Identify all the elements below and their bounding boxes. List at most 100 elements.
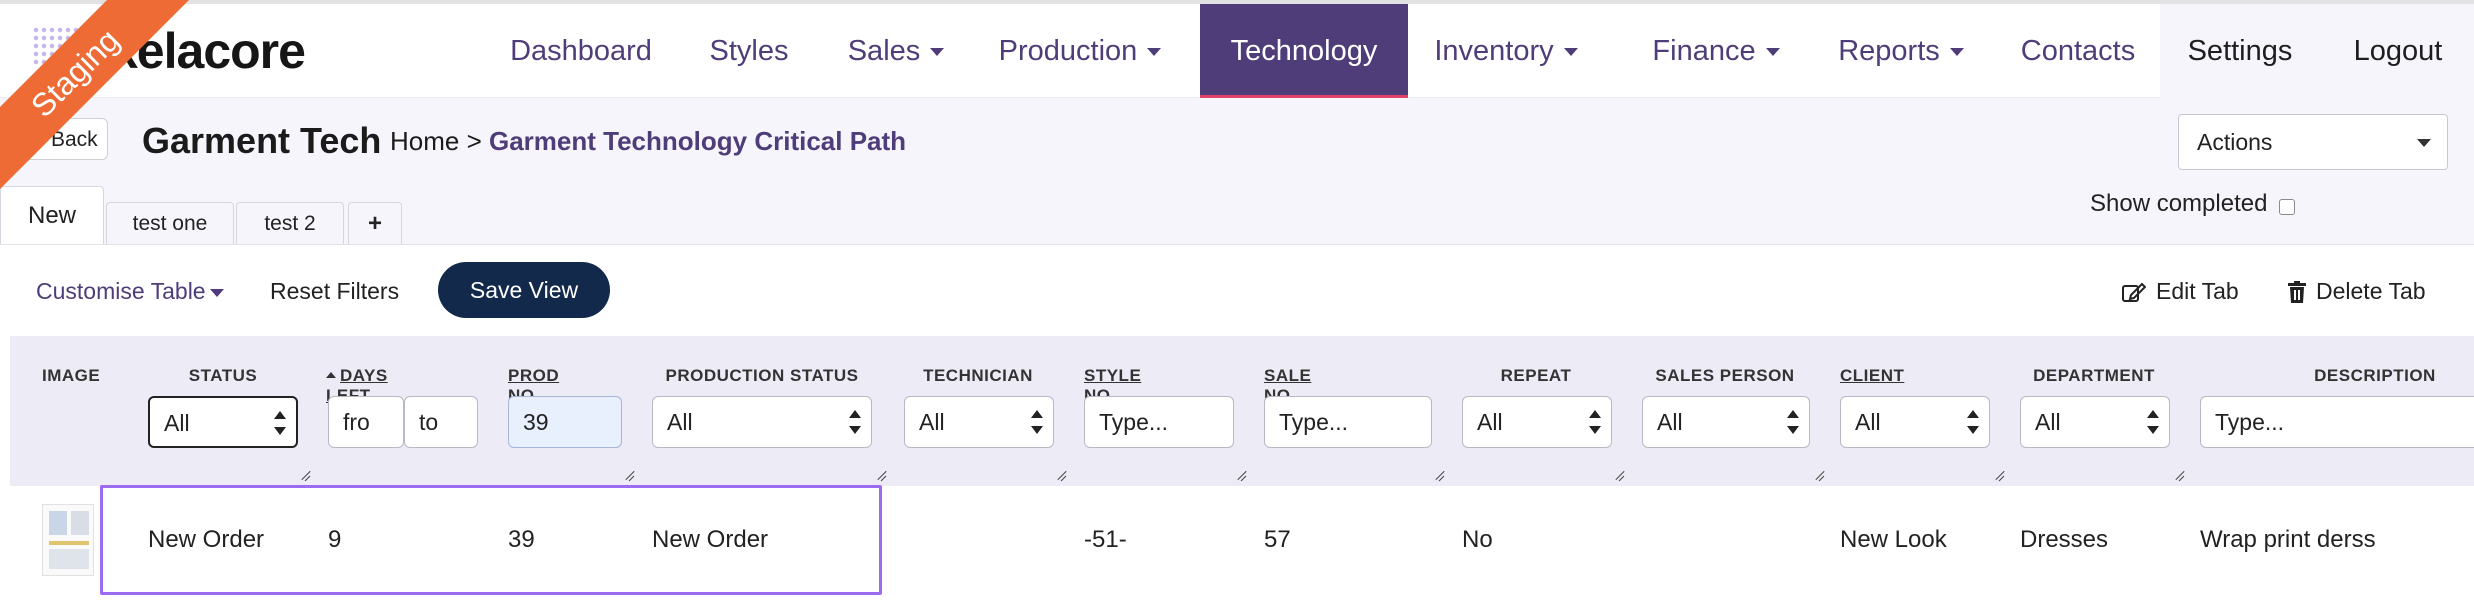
- updown-arrows-icon: [1787, 410, 1799, 434]
- trash-icon: [2288, 281, 2306, 303]
- description-input[interactable]: Type...: [2200, 396, 2474, 448]
- thumbnail-sketch: [49, 511, 67, 535]
- breadcrumb-home[interactable]: Home >: [390, 126, 482, 156]
- tab-test-2[interactable]: test 2: [236, 202, 344, 244]
- column-header-sales-person[interactable]: SALES PERSON: [1655, 366, 1795, 385]
- department-filter-select[interactable]: All: [2020, 396, 2170, 448]
- chevron-down-icon: [2417, 139, 2431, 147]
- thumbnail-table: [49, 549, 89, 569]
- nav-item-label: Dashboard: [510, 35, 652, 67]
- nav-item-label: Production: [998, 35, 1138, 67]
- select-value: All: [1855, 409, 1881, 435]
- cell-sale-no: 57: [1264, 526, 1291, 553]
- column-resize-handle[interactable]: [622, 470, 634, 482]
- nav-account-area: [2160, 4, 2474, 98]
- delete-tab-button[interactable]: Delete Tab: [2288, 278, 2426, 305]
- column-resize-handle[interactable]: [1812, 470, 1824, 482]
- cell-production-status: New Order: [652, 526, 769, 553]
- select-value: All: [2035, 409, 2061, 435]
- delete-tab-label: Delete Tab: [2316, 278, 2426, 304]
- customise-label: Customise Table: [36, 278, 206, 304]
- tab-test-one[interactable]: test one: [106, 202, 234, 244]
- days-to-input[interactable]: to: [404, 396, 478, 448]
- show-completed: Show completed: [2090, 190, 2296, 218]
- nav-item-styles[interactable]: Styles: [696, 4, 802, 98]
- client-filter-select[interactable]: All: [1840, 396, 1990, 448]
- column-resize-handle[interactable]: [2172, 470, 2184, 482]
- cell-description: Wrap print derss: [2200, 526, 2376, 553]
- reset-filters-button[interactable]: Reset Filters: [270, 278, 400, 304]
- nav-item-technology[interactable]: Technology: [1200, 4, 1408, 98]
- nav-item-label: Styles: [709, 35, 789, 67]
- nav-item-label: Reports: [1838, 35, 1940, 67]
- style-thumbnail[interactable]: [42, 504, 94, 576]
- nav-item-reports[interactable]: Reports: [1826, 4, 1976, 98]
- save-view-button[interactable]: Save View: [438, 262, 610, 318]
- cell-prod-no: 39: [508, 526, 535, 553]
- updown-arrows-icon: [2147, 410, 2159, 434]
- column-header-description[interactable]: DESCRIPTION: [2314, 366, 2436, 385]
- production-status-filter-select[interactable]: All: [652, 396, 872, 448]
- thumbnail-swatch: [49, 541, 89, 545]
- updown-arrows-icon: [849, 410, 861, 434]
- column-resize-handle[interactable]: [298, 470, 310, 482]
- nav-item-label: Inventory: [1434, 35, 1554, 67]
- nav-item-production[interactable]: Production: [988, 4, 1172, 98]
- chevron-down-icon: [930, 48, 945, 57]
- breadcrumb: Home > Garment Technology Critical Path: [390, 126, 906, 157]
- page-title: Garment Tech: [142, 120, 382, 161]
- nav-item-dashboard[interactable]: Dashboard: [490, 4, 672, 98]
- sales-person-filter-select[interactable]: All: [1642, 396, 1810, 448]
- column-resize-handle[interactable]: [1234, 470, 1246, 482]
- chevron-down-icon: [1563, 48, 1578, 57]
- updown-arrows-icon: [1031, 410, 1043, 434]
- select-value: All: [164, 410, 190, 436]
- nav-item-sales[interactable]: Sales: [830, 4, 962, 98]
- chevron-down-icon: [1147, 48, 1162, 57]
- tab-new[interactable]: New: [0, 186, 104, 246]
- style-no-input[interactable]: Type...: [1084, 396, 1234, 448]
- sale-no-input[interactable]: Type...: [1264, 396, 1432, 448]
- nav-item-inventory[interactable]: Inventory: [1424, 4, 1588, 98]
- repeat-filter-select[interactable]: All: [1462, 396, 1612, 448]
- column-header-department[interactable]: DEPARTMENT: [2033, 366, 2155, 385]
- chevron-down-icon: [1949, 48, 1964, 57]
- column-header-technician[interactable]: TECHNICIAN: [923, 366, 1033, 385]
- column-header-image: IMAGE: [42, 366, 101, 385]
- nav-item-contacts[interactable]: Contacts: [2002, 4, 2154, 98]
- nav-item-finance[interactable]: Finance: [1636, 4, 1796, 98]
- nav-logout[interactable]: Logout: [2353, 35, 2443, 67]
- column-header-repeat[interactable]: REPEAT: [1500, 366, 1572, 385]
- edit-icon: [2122, 282, 2146, 302]
- row-highlight: [100, 485, 882, 595]
- column-resize-handle[interactable]: [1054, 470, 1066, 482]
- updown-arrows-icon: [1589, 410, 1601, 434]
- technician-filter-select[interactable]: All: [904, 396, 1054, 448]
- select-value: All: [919, 409, 945, 435]
- customise-table-button[interactable]: Customise Table: [36, 278, 224, 305]
- status-filter-select[interactable]: All: [148, 396, 298, 448]
- column-header-client[interactable]: CLIENT: [1840, 366, 1905, 385]
- column-resize-handle[interactable]: [1612, 470, 1624, 482]
- nav-item-label: Finance: [1652, 35, 1756, 67]
- cell-style-no: -51-: [1084, 526, 1127, 553]
- column-header-status[interactable]: STATUS: [188, 366, 258, 385]
- show-completed-checkbox[interactable]: [2279, 199, 2296, 215]
- column-resize-handle[interactable]: [1992, 470, 2004, 482]
- edit-tab-button[interactable]: Edit Tab: [2122, 278, 2239, 305]
- add-tab-button[interactable]: +: [348, 202, 402, 244]
- cell-department: Dresses: [2020, 526, 2109, 553]
- column-resize-handle[interactable]: [874, 470, 886, 482]
- nav-settings[interactable]: Settings: [2187, 35, 2293, 67]
- cell-client: New Look: [1840, 526, 1947, 553]
- prod-no-input[interactable]: 39: [508, 396, 622, 448]
- days-from-input[interactable]: fro: [328, 396, 404, 448]
- back-label: Back: [51, 128, 98, 151]
- actions-label: Actions: [2197, 129, 2273, 155]
- updown-arrows-icon: [1967, 410, 1979, 434]
- actions-dropdown[interactable]: Actions: [2178, 114, 2448, 170]
- column-resize-handle[interactable]: [1432, 470, 1444, 482]
- top-navigation: kelacore Dashboard Styles Sales Producti…: [0, 0, 2474, 98]
- column-header-production-status[interactable]: PRODUCTION STATUS: [665, 366, 859, 385]
- cell-days-left: 9: [328, 526, 342, 553]
